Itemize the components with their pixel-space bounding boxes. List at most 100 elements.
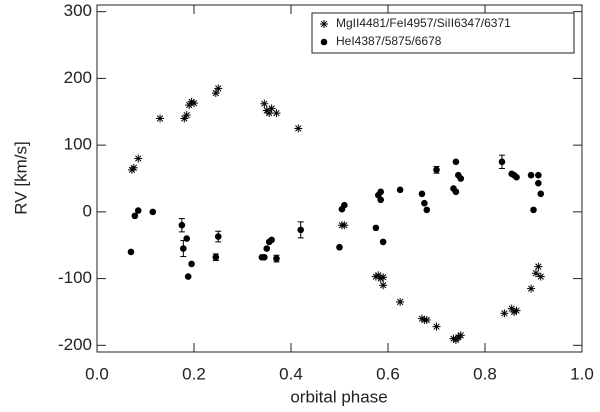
point <box>127 248 135 256</box>
point-stroke <box>379 282 387 289</box>
x-tick-label: 0.0 <box>85 364 109 383</box>
point <box>379 273 388 282</box>
point-stroke <box>457 332 464 339</box>
point-stroke <box>320 20 328 28</box>
point <box>433 166 440 174</box>
point-stroke <box>273 109 280 117</box>
point <box>372 224 380 232</box>
point <box>180 245 187 252</box>
point-stroke <box>527 285 535 292</box>
point <box>396 297 405 306</box>
legend-marker <box>320 38 328 46</box>
point <box>134 207 142 214</box>
point <box>452 188 460 196</box>
point <box>182 111 191 120</box>
point-stroke <box>508 305 515 312</box>
point <box>512 306 521 315</box>
x-tick-label: 0.6 <box>376 364 400 383</box>
point <box>272 109 281 118</box>
point-stroke <box>268 105 275 112</box>
x-tick-label: 0.4 <box>279 364 303 383</box>
point <box>500 309 509 318</box>
point <box>183 235 191 242</box>
point <box>134 154 143 163</box>
y-axis-label: RV [km/s] <box>11 141 30 214</box>
point-stroke <box>418 315 426 322</box>
point <box>423 206 431 214</box>
point <box>214 84 223 93</box>
point <box>457 175 465 182</box>
point <box>261 253 268 261</box>
point <box>513 173 520 181</box>
point <box>396 186 404 194</box>
point-stroke <box>535 263 542 270</box>
y-tick-label: 300 <box>64 1 92 20</box>
point <box>188 260 195 268</box>
legend-box <box>311 12 575 54</box>
point <box>536 272 545 281</box>
point <box>456 331 465 340</box>
point-stroke <box>532 270 540 277</box>
point <box>214 233 222 240</box>
point-stroke <box>181 115 188 122</box>
point-stroke <box>396 298 404 306</box>
y-tick-label: -100 <box>58 268 92 287</box>
point <box>535 171 542 179</box>
point <box>377 196 385 204</box>
point <box>190 99 198 108</box>
point <box>498 158 506 166</box>
x-axis-label: orbital phase <box>290 387 387 406</box>
x-tick-label: 1.0 <box>570 364 594 383</box>
point <box>294 124 303 133</box>
y-tick-label: 200 <box>64 68 92 87</box>
y-tick-label: 100 <box>64 135 92 154</box>
point <box>422 315 431 324</box>
point <box>432 322 441 331</box>
point <box>341 201 348 209</box>
point <box>131 212 139 220</box>
point <box>379 238 387 246</box>
point <box>273 255 280 262</box>
point-stroke <box>423 316 430 324</box>
point <box>531 269 540 278</box>
point-stroke <box>266 109 273 117</box>
y-tick-label: 0 <box>83 201 92 220</box>
point <box>527 171 535 179</box>
x-tick-label: 0.8 <box>473 364 497 383</box>
point <box>178 221 186 229</box>
point <box>336 243 343 251</box>
point-stroke <box>183 111 190 119</box>
point <box>527 284 536 293</box>
point-stroke <box>130 164 138 171</box>
point-stroke <box>501 310 508 317</box>
legend-label: HeI4387/5875/6678 <box>336 34 442 48</box>
plot-frame <box>96 4 583 353</box>
point <box>535 179 542 187</box>
point-stroke <box>261 100 268 107</box>
point <box>156 114 165 123</box>
point-stroke <box>379 274 387 281</box>
point-stroke <box>537 273 544 280</box>
point-stroke <box>215 85 222 92</box>
point <box>149 208 157 216</box>
point-stroke <box>188 98 195 105</box>
point <box>379 281 388 290</box>
point <box>418 190 426 198</box>
point <box>421 199 428 207</box>
point-stroke <box>450 335 457 342</box>
point-stroke <box>375 272 382 279</box>
y-tick-label: -200 <box>58 335 92 354</box>
point <box>267 104 276 113</box>
point <box>537 190 545 198</box>
point <box>452 158 460 166</box>
point-stroke <box>513 307 520 314</box>
legend-label: MgII4481/FeI4957/SiII6347/6371 <box>336 16 511 30</box>
point <box>297 226 305 234</box>
point-stroke <box>295 125 302 132</box>
point <box>377 188 385 196</box>
point <box>260 99 269 108</box>
point-stroke <box>212 89 219 97</box>
point-stroke <box>433 323 440 330</box>
point <box>340 221 349 230</box>
